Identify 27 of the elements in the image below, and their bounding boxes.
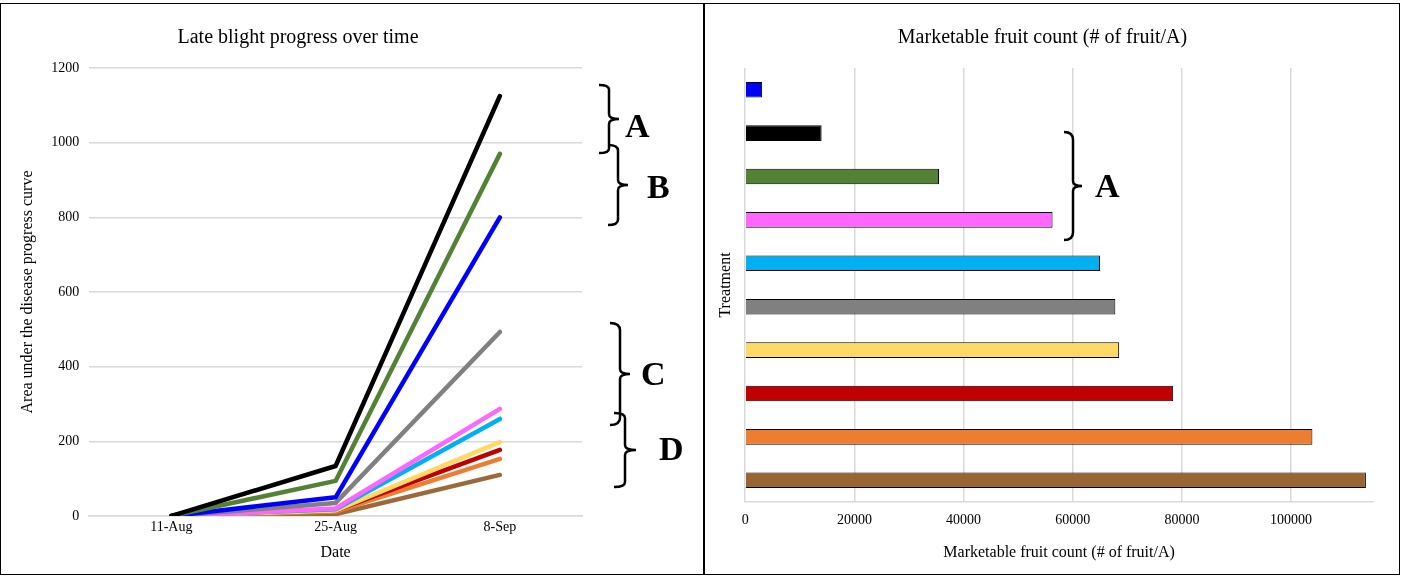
text: C [641, 354, 666, 394]
x-tick-label: 40000 [946, 512, 982, 528]
text: D [659, 429, 684, 469]
annotation: A [1095, 166, 1120, 206]
x-tick-label: 25-Aug [314, 519, 357, 535]
x-tick-label: 8-Sep [483, 519, 517, 535]
text: A [625, 106, 650, 146]
y-axis-title: Treatment [715, 251, 733, 318]
y-tick-label: 600 [58, 283, 80, 299]
y-tick-label: 400 [58, 358, 80, 374]
y-tick-label: 200 [58, 433, 80, 449]
x-axis-title: Date [320, 542, 351, 560]
x-tick-label: 20000 [836, 512, 872, 528]
chart-title: Late blight progress over time [177, 25, 419, 49]
x-axis-title: Marketable fruit count (# of fruit/A) [943, 542, 1175, 561]
x-tick-label: 80000 [1164, 512, 1200, 528]
y-axis-title: Area under the disease progress curve [17, 170, 36, 414]
bar [745, 125, 822, 141]
chart-title: Marketable fruit count (# of fruit/A) [897, 25, 1188, 49]
x-tick-label: 11-Aug [150, 519, 193, 535]
y-tick-label: 1200 [51, 59, 80, 75]
x-tick-label: 60000 [1055, 512, 1091, 528]
x-tick-label: 0 [741, 512, 749, 528]
y-tick-label: 1000 [51, 134, 80, 150]
x-tick-label: 100000 [1270, 512, 1313, 528]
text: B [647, 167, 670, 207]
y-tick-label: 800 [58, 209, 80, 225]
